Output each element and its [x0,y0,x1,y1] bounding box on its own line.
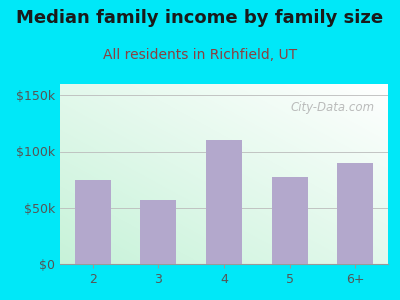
Bar [206,140,242,264]
Text: City-Data.com: City-Data.com [291,101,375,114]
Bar [140,200,176,264]
Bar [337,163,373,264]
Bar [75,180,111,264]
Bar [272,177,308,264]
Text: Median family income by family size: Median family income by family size [16,9,384,27]
Text: All residents in Richfield, UT: All residents in Richfield, UT [103,48,297,62]
